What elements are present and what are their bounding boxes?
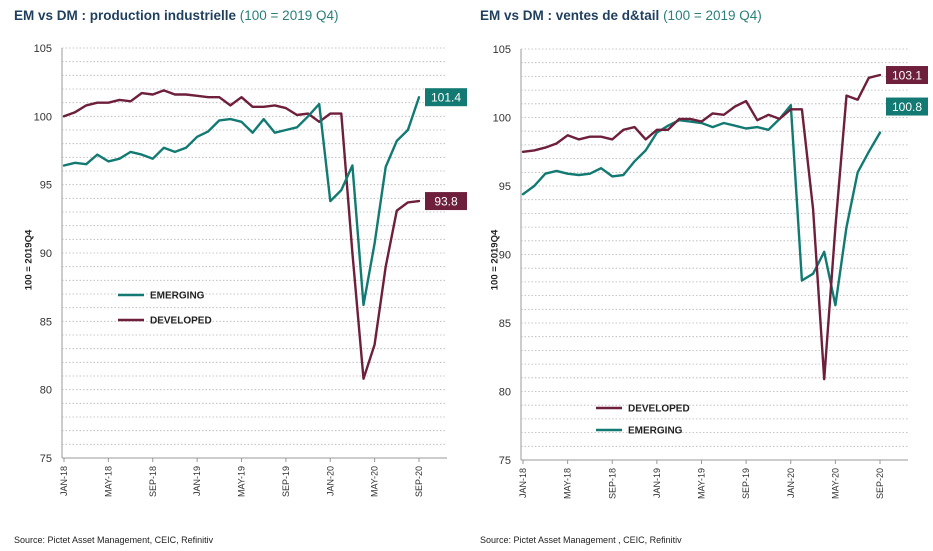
panel-retail-sales: EM vs DM : ventes de d&tail (100 = 2019 … xyxy=(466,0,932,551)
x-tick-label: SEP-20 xyxy=(875,468,885,499)
plot-group: 75 80 85 90 95 100 105 JAN-18 MAY-18 SEP-18 JAN-19… xyxy=(493,44,928,499)
end-label-emerging: 100.8 xyxy=(892,100,922,114)
chart-title-subtitle: (100 = 2019 Q4) xyxy=(239,8,339,23)
end-label-emerging: 101.4 xyxy=(431,91,461,105)
y-tick-label: 105 xyxy=(34,43,52,55)
end-label-developed: 93.8 xyxy=(434,195,458,209)
legend-label-emerging: EMERGING xyxy=(150,291,205,302)
plot-group: 75 80 85 90 95 100 105 JAN-18 MAY-18 SEP-18 JAN-19… xyxy=(34,43,467,497)
series-line-emerging xyxy=(62,95,421,307)
end-label-box-developed xyxy=(886,66,928,85)
y-tick-label: 85 xyxy=(499,318,511,330)
series-line-developed xyxy=(521,73,882,381)
y-tick-label: 75 xyxy=(499,455,511,467)
x-tick-label: SEP-19 xyxy=(741,468,751,499)
series-line-developed xyxy=(62,89,421,380)
y-tick-label: 90 xyxy=(40,248,52,260)
x-tick-label: SEP-18 xyxy=(148,466,158,497)
x-tick-label: JAN-18 xyxy=(518,468,528,498)
chart-title-subtitle: (100 = 2019 Q4) xyxy=(663,8,762,23)
x-tick-label: SEP-20 xyxy=(414,466,424,497)
y-tick-label: 100 xyxy=(34,111,52,123)
x-tick-label: SEP-19 xyxy=(281,466,291,497)
x-tick-label: MAY-18 xyxy=(103,466,113,497)
source-note: Source: Pictet Asset Management , CEIC, … xyxy=(480,535,682,545)
x-tick-label: SEP-18 xyxy=(607,468,617,499)
x-tick-label: JAN-19 xyxy=(192,466,202,496)
chart-title-main: EM vs DM : ventes de d&tail xyxy=(480,8,660,23)
y-tick-label: 100 xyxy=(493,113,511,125)
end-label-box-emerging xyxy=(886,97,928,116)
legend-label-developed: DEVELOPED xyxy=(628,404,690,415)
x-tick-label: MAY-20 xyxy=(830,468,840,499)
y-tick-label: 95 xyxy=(499,181,511,193)
x-tick-label: MAY-19 xyxy=(237,466,247,497)
chart-retail-sales: 75 80 85 90 95 100 105 JAN-18 MAY-18 SEP-18 JAN-19… xyxy=(493,44,928,499)
legend-label-emerging: EMERGING xyxy=(628,426,683,437)
x-tick-label: JAN-20 xyxy=(325,466,335,496)
x-tick-label: JAN-19 xyxy=(652,468,662,498)
y-tick-label: 75 xyxy=(40,453,52,465)
chart-industrial-production: 75 80 85 90 95 100 105 JAN-18 MAY-18 SEP-18 JAN-19… xyxy=(34,43,467,497)
source-note: Source: Pictet Asset Management, CEIC, R… xyxy=(14,535,214,545)
end-label-developed: 103.1 xyxy=(892,69,922,83)
chart-title: EM vs DM : ventes de d&tail (100 = 2019 … xyxy=(480,8,762,23)
y-tick-label: 90 xyxy=(499,250,511,262)
x-tick-label: MAY-18 xyxy=(563,468,573,499)
y-tick-label: 85 xyxy=(40,316,52,328)
y-tick-label: 95 xyxy=(40,180,52,192)
legend-label-developed: DEVELOPED xyxy=(150,316,212,327)
panel-industrial-production: EM vs DM : production industrielle (100 … xyxy=(0,0,467,551)
x-tick-label: JAN-20 xyxy=(786,468,796,498)
end-label-box-developed xyxy=(425,192,467,211)
x-tick-label: JAN-18 xyxy=(59,466,69,496)
chart-title: EM vs DM : production industrielle (100 … xyxy=(14,8,338,23)
x-tick-label: MAY-20 xyxy=(370,466,380,497)
chart-title-main: EM vs DM : production industrielle xyxy=(14,8,237,23)
y-tick-label: 80 xyxy=(499,387,511,399)
x-tick-label: MAY-19 xyxy=(697,468,707,499)
series-line-emerging xyxy=(521,103,882,307)
y-tick-label: 80 xyxy=(40,385,52,397)
y-tick-label: 105 xyxy=(493,44,511,56)
end-label-box-emerging xyxy=(425,88,467,107)
